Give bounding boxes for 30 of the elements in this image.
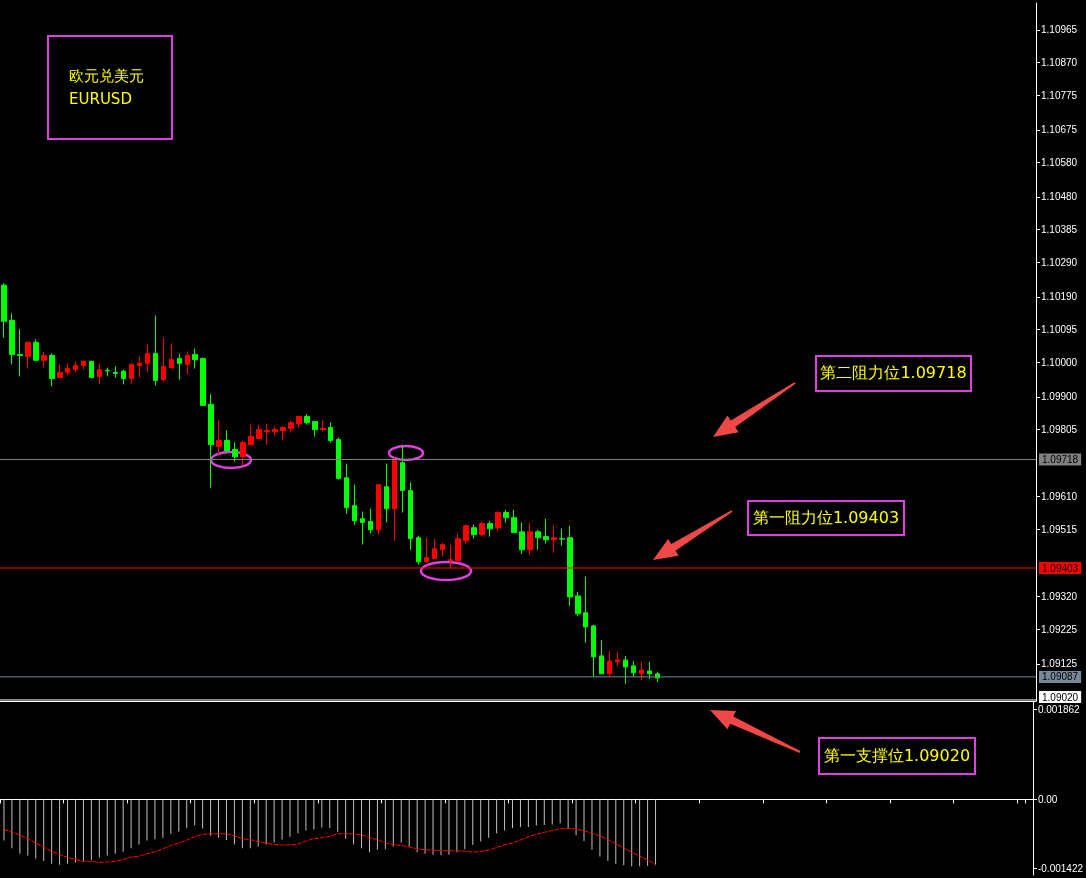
y-tick-label: 1.10290 [1041,256,1078,268]
y-tick-label: 1.10580 [1041,157,1078,169]
y-tick-label: 1.10190 [1041,291,1078,303]
text: 欧元兑美元 [69,66,145,87]
annotation: 第二阻力位1.09718 [815,355,972,392]
y-tick-label: 1.10675 [1041,124,1078,136]
y-tick-label: -0.001422 [1037,862,1084,874]
y-tick-label: 1.09320 [1041,591,1078,603]
ref-line-label: 1.09020 [1042,691,1079,703]
ref-line-label: 1.09718 [1042,453,1079,465]
annotation: 第一支撑位1.09020 [818,737,976,775]
y-tick-label: 1.09900 [1041,391,1078,403]
y-tick-label: 1.09225 [1041,623,1078,635]
y-tick-label: 0.001862 [1037,703,1081,715]
y-tick-label: 1.10000 [1041,356,1078,368]
ref-line-label: 1.09403 [1042,562,1079,574]
y-tick-label: 1.09805 [1041,424,1078,436]
y-tick-label: 1.10095 [1041,324,1078,336]
annotation: 第一阻力位1.09403 [747,500,905,536]
y-tick-label: 1.10775 [1041,89,1078,101]
y-tick-label: 1.10870 [1041,57,1078,69]
text: EURUSD [69,89,133,110]
y-tick-label: 0.00 [1037,793,1058,805]
y-tick-label: 1.10965 [1041,24,1078,36]
y-tick-label: 1.10480 [1041,191,1078,203]
y-tick-label: 1.09515 [1041,523,1078,535]
y-tick-label: 1.09125 [1041,658,1078,670]
y-tick-label: 1.09610 [1041,491,1078,503]
y-tick-label: 1.10385 [1041,224,1078,236]
ref-line-label: 1.09087 [1042,671,1079,683]
